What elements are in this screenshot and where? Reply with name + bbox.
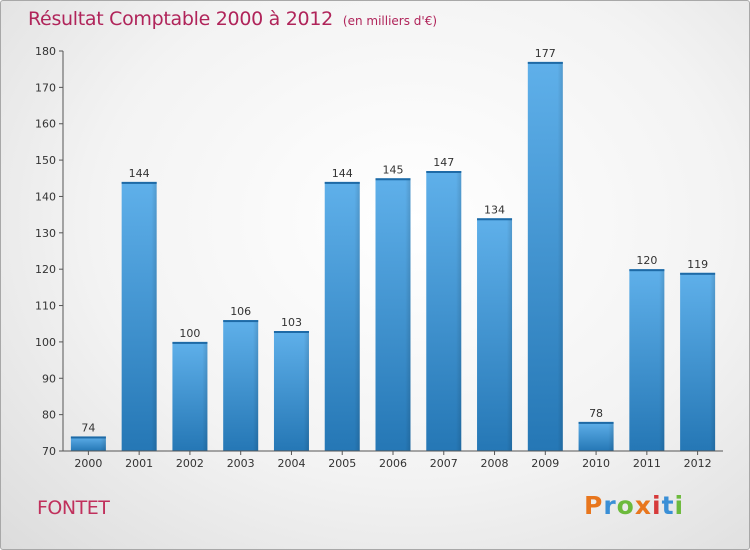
x-tick-label: 2001 [125,457,153,470]
x-tick-label: 2003 [227,457,255,470]
y-tick-label: 110 [35,300,56,313]
bar-cap-2008 [477,218,513,221]
x-tick-label: 2010 [582,457,610,470]
logo-letter: P [584,491,604,520]
x-axis: 2000 2001 2002 2003 2004 2005 2006 2007 2008 2009… [63,450,723,470]
y-tick-label: 100 [35,336,56,349]
x-tick-label: 2007 [430,457,458,470]
bar-value-label: 120 [636,254,657,267]
y-tick-label: 90 [42,372,56,385]
bar-shade-2006 [375,178,411,452]
bar-shade-2012 [680,272,716,451]
bar-value-label: 144 [332,167,353,180]
chart-title-text: Résultat Comptable 2000 à 2012 [28,8,333,30]
bar-value-label: 145 [383,163,404,176]
bar-shade-2009 [527,61,563,452]
bar-value-label: 100 [179,327,200,340]
bar-value-label: 134 [484,203,505,216]
x-tick-label: 2012 [684,457,712,470]
bar-cap-2001 [121,181,157,184]
x-tick-label: 2004 [277,457,305,470]
bar-value-label: 74 [81,421,95,434]
chart-unit-label: (en milliers d'€) [342,14,438,28]
bar-value-label: 119 [687,258,708,271]
y-tick-label: 70 [42,445,56,458]
x-tick-label: 2000 [74,457,102,470]
bar-shade-2005 [324,181,360,451]
logo-letter: o [616,491,635,520]
bar-cap-2012 [680,272,716,275]
x-tick-label: 2006 [379,457,407,470]
logo-letter: i [652,491,662,520]
commune-name: FONTET [37,497,110,519]
bar-shade-2002 [172,341,208,451]
y-tick-label: 170 [35,81,56,94]
bar-cap-2007 [426,171,462,173]
bar-cap-2000 [70,436,106,439]
bar-shade-2011 [629,269,665,451]
bar-shade-2010 [578,421,614,451]
bar-value-label: 78 [589,407,603,420]
bar-shade-2007 [426,171,462,451]
logo-letter: i [674,491,685,520]
bar-value-label: 147 [433,156,454,169]
y-tick-label: 180 [35,45,56,58]
bar-shade-2008 [477,218,513,451]
bar-shade-2000 [70,436,106,451]
bar-cap-2004 [273,331,309,333]
bar-cap-2003 [223,320,259,323]
x-tick-label: 2011 [633,457,661,470]
y-axis: 70 80 90 100 110 120 130 140 150 160 170 180 [35,45,64,458]
x-tick-label: 2005 [328,457,356,470]
y-tick-label: 80 [42,409,56,422]
bar-value-label: 177 [535,47,556,60]
bar-cap-2009 [527,61,563,64]
bar-cap-2011 [629,269,665,272]
bar-cap-2005 [324,181,360,184]
bar-shade-2004 [273,331,309,451]
bar-cap-2006 [375,178,411,181]
bar-shade-2001 [121,181,157,451]
bar-cap-2010 [578,421,614,424]
bar-value-label: 144 [129,167,150,180]
y-tick-label: 160 [35,118,56,131]
x-tick-label: 2009 [531,457,559,470]
proxiti-logo: Proxiti [584,491,684,520]
chart-title: Résultat Comptable 2000 à 2012 (en millie… [28,8,437,30]
x-tick-label: 2008 [481,457,509,470]
y-tick-label: 140 [35,190,56,203]
logo-letter: t [661,491,675,520]
y-tick-label: 120 [35,263,56,276]
bar-value-label: 106 [230,305,251,318]
logo-letter: x [634,491,652,520]
y-tick-label: 130 [35,227,56,240]
y-tick-label: 150 [35,154,56,167]
bars-group: 74 144 100 106 103 144 145 147 134 177 78 120 119 [70,47,716,452]
bar-shade-2003 [223,320,259,451]
bar-value-label: 103 [281,316,302,329]
x-tick-label: 2002 [176,457,204,470]
bar-cap-2002 [172,341,208,344]
logo-letter: r [603,491,617,520]
